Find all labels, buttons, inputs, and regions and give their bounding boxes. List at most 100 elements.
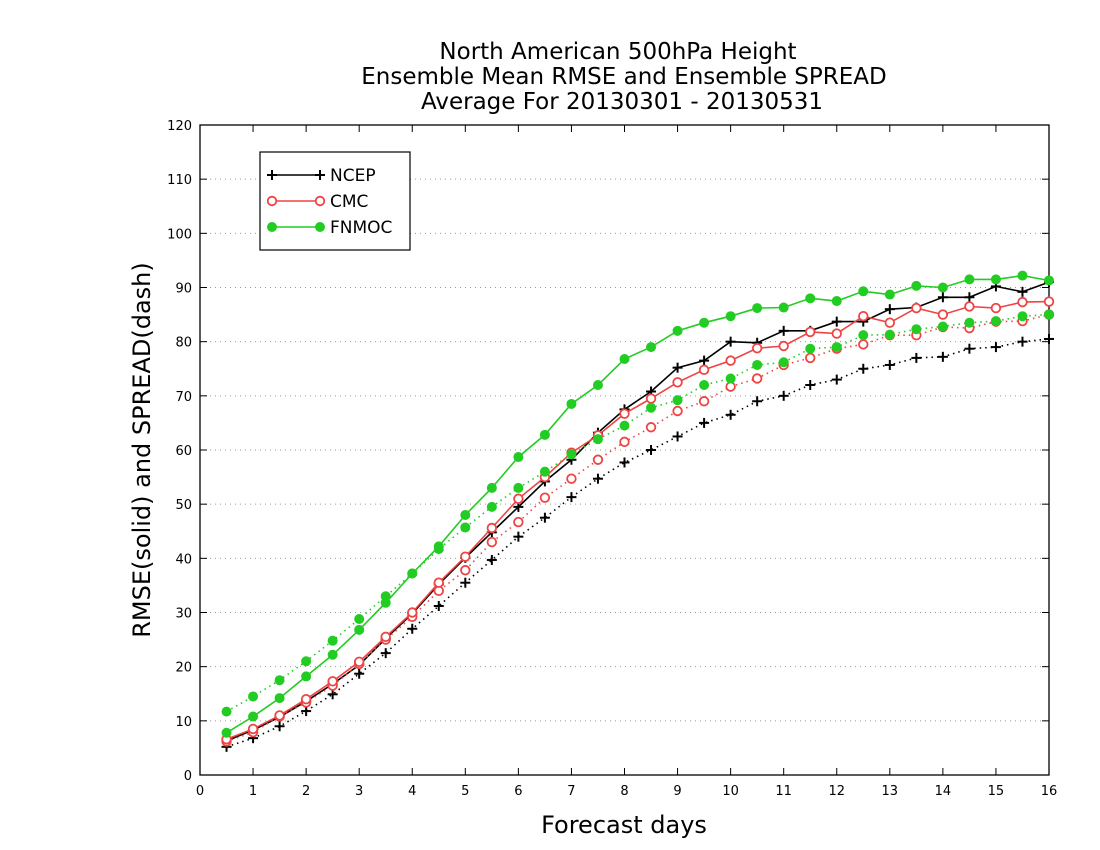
series-fnmoc-spread-point	[725, 373, 736, 384]
series-fnmoc-rmse-point	[460, 510, 471, 520]
grid	[200, 178, 1049, 722]
series-fnmoc-rmse-point	[646, 342, 657, 353]
x-axis-label: Forecast days	[541, 811, 707, 839]
series-fnmoc-spread-point	[831, 342, 842, 353]
series-fnmoc-spread-point	[539, 466, 550, 477]
y-tick-label: 30	[175, 607, 192, 622]
y-tick-label: 110	[167, 173, 192, 188]
series-cmc-rmse-point	[460, 551, 471, 562]
series-fnmoc-spread-point	[964, 317, 975, 328]
series-fnmoc-rmse-point	[433, 541, 444, 552]
series-ncep-spread-point	[1044, 333, 1054, 344]
series-fnmoc-spread-point	[884, 329, 895, 340]
series-fnmoc-rmse-point	[884, 289, 895, 300]
series-fnmoc-spread-point	[354, 614, 365, 624]
y-tick-label: 0	[184, 769, 192, 784]
series-cmc-rmse-point	[805, 326, 816, 338]
series-fnmoc-rmse-point	[407, 568, 418, 579]
series-cmc-rmse-point	[407, 607, 418, 618]
series-ncep-spread-point	[858, 363, 869, 374]
series-cmc-rmse-point	[884, 317, 896, 328]
x-tick-label: 15	[988, 784, 1005, 799]
x-tick-label: 12	[828, 784, 845, 799]
series-layer	[221, 270, 1055, 752]
y-tick-label: 10	[175, 715, 192, 730]
series-cmc-spread-point	[592, 454, 604, 465]
series-fnmoc-rmse-point	[248, 711, 259, 722]
y-axis-label: RMSE(solid) and SPREAD(dash)	[128, 262, 156, 638]
x-tick-label: 6	[514, 784, 522, 799]
series-ncep-spread-point	[1017, 336, 1028, 347]
y-tick-label: 70	[175, 390, 192, 405]
series-fnmoc-rmse-point	[725, 311, 736, 322]
series-ncep-rmse-point	[1017, 286, 1028, 297]
series-fnmoc-spread-point	[301, 656, 312, 667]
y-tick-label: 100	[167, 227, 192, 242]
series-ncep-spread-point	[831, 374, 842, 385]
series-cmc-rmse-point	[353, 656, 365, 667]
series-ncep-spread-point	[486, 554, 497, 565]
series-fnmoc-rmse-point	[752, 303, 763, 314]
legend-ncep-start-point	[267, 170, 277, 180]
series-cmc-rmse-point	[433, 577, 444, 588]
series-fnmoc-spread-point	[460, 522, 471, 533]
series-fnmoc-spread-line	[226, 313, 1050, 713]
series-fnmoc-rmse-point	[831, 296, 842, 307]
series-fnmoc-rmse-point	[937, 282, 948, 293]
series-ncep-spread-point	[884, 359, 895, 370]
series-ncep-spread-point	[539, 512, 550, 523]
series-fnmoc-rmse-point	[911, 280, 922, 291]
y-tick-label: 50	[175, 498, 192, 513]
series-fnmoc-spread-point	[221, 706, 232, 717]
y-tick-label: 120	[167, 119, 192, 134]
y-tick-label: 20	[175, 661, 192, 676]
series-fnmoc-rmse-point	[566, 398, 577, 409]
series-fnmoc-rmse-point	[539, 429, 550, 440]
series-cmc-rmse-point	[725, 355, 736, 366]
series-fnmoc-rmse-point	[380, 597, 391, 608]
series-ncep-spread-point	[566, 492, 577, 503]
series-fnmoc-rmse-point	[513, 452, 524, 463]
series-fnmoc-rmse-point	[990, 274, 1001, 285]
series-ncep-spread-point	[937, 351, 948, 362]
series-cmc-rmse-point	[1017, 296, 1028, 308]
series-cmc-rmse-point	[858, 311, 869, 322]
series-cmc-spread-line	[226, 313, 1050, 743]
series-cmc-spread-point	[858, 339, 869, 350]
series-fnmoc-rmse-point	[354, 624, 365, 635]
series-ncep-spread-line	[226, 338, 1050, 748]
legend-cmc-start-point	[266, 195, 278, 207]
series-cmc-rmse-point	[751, 342, 763, 354]
legend-fnmoc-start-point	[267, 222, 277, 232]
x-tick-label: 13	[882, 784, 899, 799]
x-tick-label: 0	[196, 784, 204, 799]
series-ncep-spread-point	[752, 396, 763, 407]
series-ncep-rmse	[221, 277, 1054, 746]
x-tick-label: 4	[408, 784, 416, 799]
series-ncep-spread-point	[646, 445, 657, 455]
series-fnmoc-rmse-point	[964, 274, 975, 285]
legend-ncep-label: NCEP	[330, 166, 376, 186]
series-cmc-spread-point	[698, 396, 710, 407]
x-tick-label: 9	[673, 784, 681, 799]
series-cmc-rmse-point	[513, 493, 524, 504]
series-fnmoc-rmse-point	[221, 727, 232, 738]
series-cmc-rmse-point	[380, 631, 391, 643]
series-fnmoc-spread-point	[752, 359, 763, 370]
legend-fnmoc-end-point	[315, 222, 325, 232]
series-ncep-rmse-point	[672, 362, 683, 373]
series-ncep-rmse-point	[937, 292, 948, 303]
series-fnmoc-rmse-point	[1017, 270, 1028, 281]
series-ncep-rmse-point	[699, 355, 710, 366]
series-cmc-rmse-point	[1043, 296, 1055, 307]
series-fnmoc-spread-point	[486, 501, 497, 512]
series-ncep-rmse-point	[778, 325, 789, 336]
series-cmc-spread	[221, 309, 1055, 747]
legend-ncep-end-point	[315, 170, 325, 180]
title-line-1: North American 500hPa Height	[439, 39, 796, 65]
series-cmc-rmse-point	[672, 377, 683, 388]
series-cmc-rmse-line	[226, 300, 1050, 741]
x-tick-label: 1	[249, 784, 257, 799]
